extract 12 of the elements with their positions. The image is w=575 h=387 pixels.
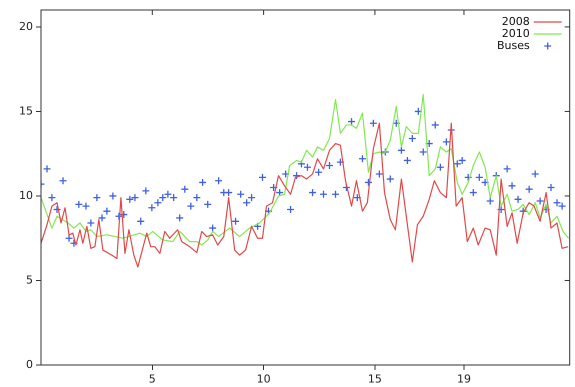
x-tick-label: 15 (368, 372, 382, 386)
y-tick-label: 20 (19, 20, 33, 33)
x-tick-label: 10 (256, 372, 271, 386)
y-tick-label: 15 (19, 104, 33, 118)
x-tick-label: 5 (148, 372, 156, 386)
legend-label: 2008 (502, 14, 530, 28)
x-tick-label: 19 (456, 372, 471, 386)
y-tick-label: 0 (26, 358, 33, 371)
legend-label: 2010 (502, 26, 530, 40)
legend-label: Buses (496, 38, 530, 52)
y-tick-label: 10 (19, 188, 33, 202)
y-tick-label: 5 (26, 273, 33, 286)
